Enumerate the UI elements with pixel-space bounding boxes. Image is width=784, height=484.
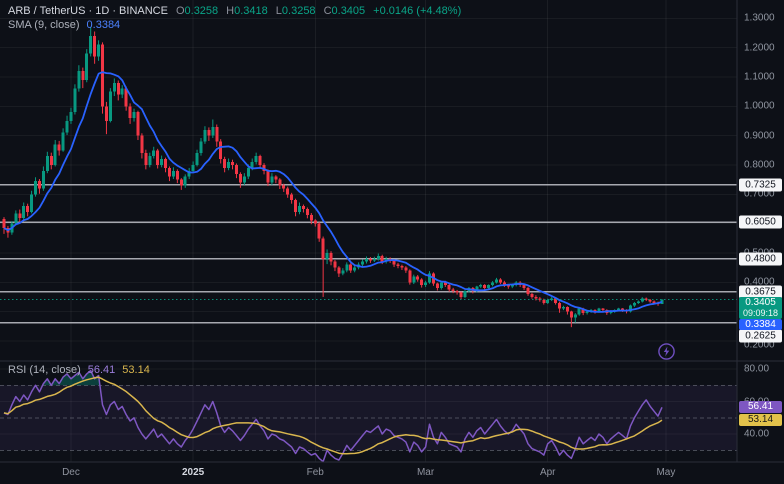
time-axis-label: Dec xyxy=(62,467,80,478)
high-label: H xyxy=(226,5,235,17)
candles-layer xyxy=(2,27,664,328)
chart-legend-row: ARB / TetherUS · 1D · BINANCE O0.3258 H0.3… xyxy=(8,5,461,17)
price-tick-label: 0.9000 xyxy=(744,130,775,142)
price-level-label[interactable]: 0.2625 xyxy=(739,329,782,343)
price-tick-label: 1.0000 xyxy=(744,100,775,112)
time-axis-label: Mar xyxy=(416,467,435,478)
price-tick-label: 1.2000 xyxy=(744,42,775,54)
rsi-label[interactable]: RSI (14, close) xyxy=(8,364,81,376)
sma-legend-row: SMA (9, close) 0.3384 xyxy=(8,19,120,31)
sma-label[interactable]: SMA (9, close) xyxy=(8,19,80,31)
sma-value: 0.3384 xyxy=(86,19,121,31)
symbol-title[interactable]: ARB / TetherUS · 1D · BINANCE xyxy=(8,5,168,17)
price-tick-label: 0.2000 xyxy=(744,339,775,351)
sma-price-badge: 0.3384 xyxy=(739,319,782,330)
rsi-ma-line xyxy=(3,376,663,455)
close-value: 0.3405 xyxy=(331,5,366,17)
low-label: L xyxy=(275,5,282,17)
low-value: 0.3258 xyxy=(281,5,316,17)
rsi-line xyxy=(3,369,663,463)
time-axis-label: Feb xyxy=(306,467,324,478)
rsi-value-badge: 56.41 xyxy=(739,401,782,414)
price-level-label[interactable]: 0.4800 xyxy=(739,252,782,266)
price-tick-label: 1.1000 xyxy=(744,71,775,83)
bar-countdown: 09:09:18 xyxy=(742,308,779,318)
price-change: +0.0146 (+4.48%) xyxy=(373,5,462,17)
close-label: C xyxy=(323,5,332,17)
rsi-tick-label: 40.00 xyxy=(744,428,770,440)
open-label: O xyxy=(175,5,185,17)
price-level-label[interactable]: 0.6050 xyxy=(739,215,782,229)
last-price-value: 0.3405 xyxy=(745,297,776,308)
lightning-icon xyxy=(658,343,675,360)
boost-button[interactable] xyxy=(657,342,676,361)
high-value: 0.3418 xyxy=(234,5,268,17)
rsi-ma-value: 53.14 xyxy=(122,364,150,376)
time-axis-label: May xyxy=(656,467,676,478)
price-tick-label: 1.3000 xyxy=(744,12,775,24)
price-tick-label: 0.8000 xyxy=(744,159,775,171)
rsi-tick-label: 80.00 xyxy=(744,363,770,375)
price-level-label[interactable]: 0.3675 xyxy=(739,285,782,299)
sma-line xyxy=(3,71,663,313)
open-value: 0.3258 xyxy=(184,5,219,17)
price-level-label[interactable]: 0.7325 xyxy=(739,178,782,192)
price-tick-label: 0.7000 xyxy=(744,188,775,200)
price-tick-label: 0.4000 xyxy=(744,276,775,288)
rsi-value: 56.41 xyxy=(87,364,116,376)
time-axis-label: 2025 xyxy=(181,467,205,478)
last-price-badge: 0.3405 09:09:18 xyxy=(739,297,782,319)
rsi-legend-row: RSI (14, close) 56.41 53.14 xyxy=(8,364,150,376)
rsi-ma-value-badge: 53.14 xyxy=(739,414,782,427)
time-axis-label: Apr xyxy=(539,467,556,478)
